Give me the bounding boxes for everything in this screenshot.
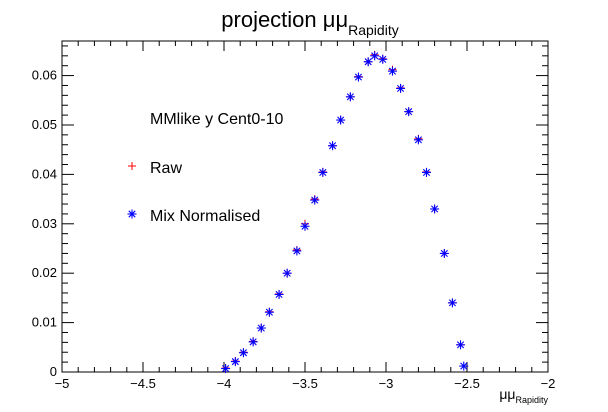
mix-normalised-point bbox=[292, 246, 302, 256]
y-tick-label: 0.04 bbox=[32, 166, 57, 181]
mix-normalised-point bbox=[387, 66, 397, 76]
x-axis: −5 −4.5 −4 −3.5 −3 −2.5 −2 bbox=[55, 41, 556, 391]
x-tick-label: −3.5 bbox=[292, 376, 318, 391]
mix-normalised-point-d2 bbox=[311, 196, 319, 204]
legend-marker-mix-normalised bbox=[127, 209, 137, 219]
mix-normalised-point-d2 bbox=[239, 349, 248, 357]
mix-normalised-point bbox=[345, 92, 355, 102]
mix-normalised-point bbox=[456, 340, 466, 350]
mix-normalised-point-d2 bbox=[249, 338, 257, 346]
mix-normalised-point bbox=[378, 54, 388, 64]
mix-normalised-point bbox=[353, 72, 363, 82]
x-tick-label: −3 bbox=[379, 376, 394, 391]
legend-raw-symbol bbox=[128, 162, 136, 170]
mix-normalised-point-d2 bbox=[431, 205, 439, 213]
mix-normalised-point-d2 bbox=[293, 247, 301, 255]
mix-normalised-point bbox=[248, 337, 258, 347]
mix-normalised-point bbox=[221, 364, 231, 374]
mix-normalised-point bbox=[439, 248, 449, 258]
mix-normalised-point-d2 bbox=[328, 142, 337, 150]
mix-normalised-point-d2 bbox=[364, 58, 372, 66]
legend: MMlike y Cent0-10 Raw Mix Normalised bbox=[127, 111, 283, 225]
mix-normalised-point-d2 bbox=[222, 364, 230, 373]
y-tick-label: 0.05 bbox=[32, 117, 57, 132]
x-axis-label-main: μμ bbox=[499, 386, 515, 402]
mix-normalised-point-d2 bbox=[388, 67, 397, 75]
mix-normalised-point-d2 bbox=[319, 168, 327, 177]
mix-normalised-point bbox=[300, 221, 310, 231]
mix-normalised-point-d2 bbox=[265, 308, 273, 316]
mix-normalised-point bbox=[422, 167, 431, 177]
mix-normalised-point-d2 bbox=[448, 299, 457, 307]
mix-normalised-point bbox=[238, 348, 248, 358]
mix-normalised-point-d2 bbox=[456, 341, 465, 349]
mix-normalised-point bbox=[264, 307, 274, 317]
mix-normalised-point-d2 bbox=[379, 55, 387, 63]
chart-title-subscript: Rapidity bbox=[348, 22, 399, 38]
x-tick-label: −4.5 bbox=[130, 376, 156, 391]
mix-normalised-point bbox=[413, 135, 423, 145]
legend-label-mix-normalised: Mix Normalised bbox=[150, 208, 260, 225]
chart-title-main: projection μμ bbox=[221, 7, 348, 32]
mix-normalised-point-d2 bbox=[231, 358, 239, 366]
mix-normalised-point-d2 bbox=[346, 93, 354, 101]
legend-marker-raw bbox=[128, 162, 136, 170]
mix-normalised-point bbox=[318, 167, 328, 177]
x-tick-label: −2 bbox=[541, 376, 556, 391]
x-tick-label: −4 bbox=[217, 376, 232, 391]
mix-normalised-point-d2 bbox=[283, 269, 291, 277]
legend-header: MMlike y Cent0-10 bbox=[150, 111, 283, 128]
mix-normalised-point bbox=[396, 83, 406, 93]
mix-normalised-point bbox=[328, 141, 338, 151]
y-tick-label: 0.02 bbox=[32, 265, 57, 280]
x-tick-label: −5 bbox=[55, 376, 70, 391]
mix-normalised-point bbox=[336, 115, 346, 125]
mix-normalised-point bbox=[447, 298, 457, 308]
mix-normalised-point-d2 bbox=[275, 290, 283, 299]
mix-normalised-point bbox=[363, 57, 373, 67]
mix-normalised-point-d2 bbox=[396, 84, 405, 93]
mix-normalised-point bbox=[404, 107, 414, 117]
chart-title: projection μμRapidity bbox=[221, 7, 398, 38]
mix-normalised-point-d2 bbox=[337, 116, 345, 124]
mix-normalised-point-d2 bbox=[371, 52, 379, 60]
x-axis-label: μμRapidity bbox=[499, 386, 548, 405]
mix-normalised-point-d2 bbox=[405, 108, 413, 116]
x-axis-label-subscript: Rapidity bbox=[515, 395, 548, 405]
mix-normalised-point bbox=[256, 323, 266, 333]
legend-label-raw: Raw bbox=[150, 160, 182, 177]
y-tick-label: 0.03 bbox=[32, 216, 57, 231]
y-tick-label: 0.06 bbox=[32, 68, 57, 83]
y-tick-label: 0 bbox=[50, 364, 57, 379]
mix-normalised-point-d2 bbox=[460, 362, 468, 370]
mix-normalised-point-d2 bbox=[414, 136, 422, 144]
mix-normalised-point-d2 bbox=[354, 73, 363, 81]
mix-normalised-point-d2 bbox=[257, 324, 265, 332]
mix-normalised-point bbox=[430, 204, 440, 214]
x-tick-label: −2.5 bbox=[454, 376, 480, 391]
mix-normalised-point bbox=[230, 357, 240, 367]
mix-normalised-point bbox=[310, 195, 320, 205]
mix-normalised-point-d2 bbox=[301, 222, 309, 230]
mix-normalised-point bbox=[282, 268, 292, 278]
data-markers bbox=[221, 50, 469, 374]
mix-normalised-point bbox=[274, 289, 284, 299]
legend-mix-symbol-d2 bbox=[128, 210, 136, 218]
legend-mix-symbol bbox=[127, 209, 137, 219]
mix-normalised-point-d2 bbox=[422, 168, 431, 177]
y-axis: 0 0.01 0.02 0.03 0.04 0.05 0.06 bbox=[32, 45, 548, 379]
mix-normalised-point-d2 bbox=[440, 249, 448, 258]
y-tick-label: 0.01 bbox=[32, 315, 57, 330]
mix-normalised-point bbox=[459, 361, 469, 371]
mix-normalised-point bbox=[370, 51, 380, 61]
